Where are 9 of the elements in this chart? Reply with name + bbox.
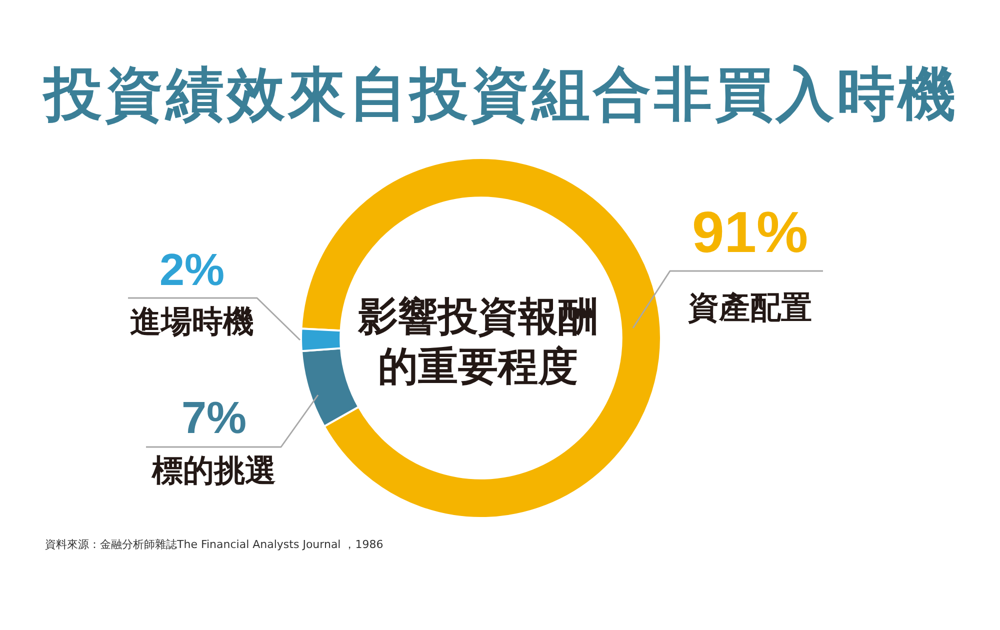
- source-note: 資料來源：金融分析師雜誌The Financial Analysts Journal ，1986: [45, 537, 384, 552]
- data-label: 7%: [181, 392, 247, 443]
- data-label: 91%: [692, 200, 808, 265]
- data-label: 2%: [159, 244, 225, 295]
- slice-label: 資產配置: [687, 290, 812, 326]
- chart-title: 投資績效來自投資組合非買入時機: [42, 59, 960, 130]
- text: 影響投資報酬的重要程度: [356, 293, 599, 392]
- slice-label: 進場時機: [130, 304, 254, 340]
- slice-label: 標的挑選: [151, 453, 276, 490]
